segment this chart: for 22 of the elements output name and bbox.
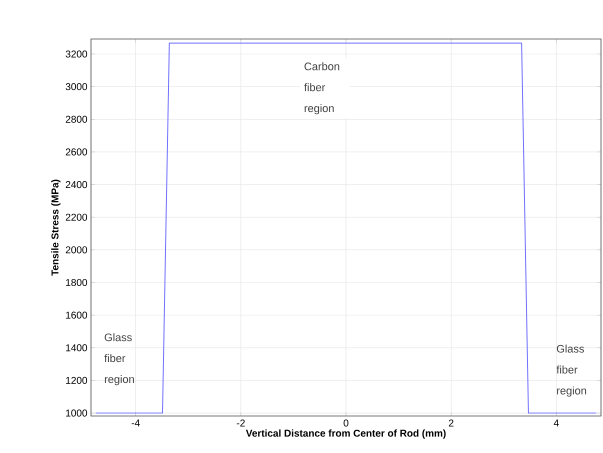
x-tick-label: 4 (554, 420, 559, 426)
y-tick-label: 1200 (66, 376, 88, 384)
y-tick-label: 2400 (66, 181, 88, 188)
y-tick-label: 2200 (66, 214, 88, 221)
x-axis-title: Vertical Distance from Center of Rod (mm) (246, 429, 446, 439)
x-tick-label: 0 (344, 420, 348, 427)
y-tick-label: 2000 (66, 246, 88, 254)
y-tick-label: 2600 (66, 148, 88, 156)
x-tick-label: -2 (236, 420, 245, 426)
y-tick-label: 1400 (66, 344, 88, 352)
y-tick-label: 1800 (66, 278, 88, 286)
y-tick-label: 1600 (66, 312, 88, 319)
x-tick-label: 2 (448, 420, 454, 426)
x-tick-label: -4 (132, 420, 140, 426)
annotation: Glass fiber region (104, 333, 134, 386)
y-axis-title: Tensile Stress (MPa) (51, 180, 60, 276)
y-tick-label: 1000 (66, 410, 88, 417)
annotation: Glass fiber region (556, 344, 586, 397)
annotation: Carbon fiber region (304, 62, 340, 114)
y-tick-label: 3000 (66, 83, 88, 90)
y-tick-label: 3200 (66, 50, 88, 58)
y-tick-label: 2800 (66, 116, 88, 123)
